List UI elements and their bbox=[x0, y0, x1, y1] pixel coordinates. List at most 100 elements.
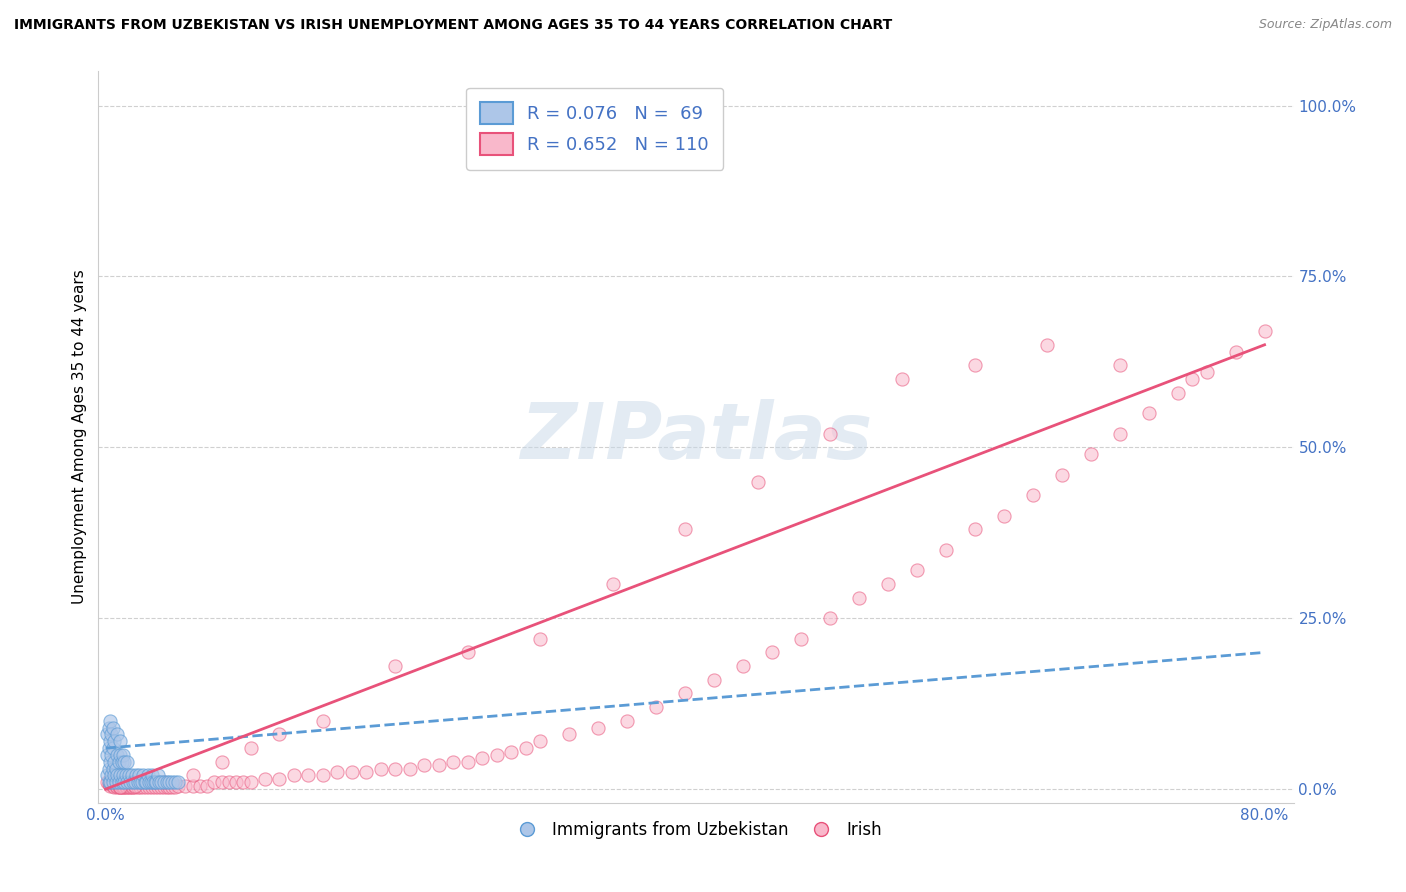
Point bbox=[129, 775, 152, 789]
Point bbox=[413, 758, 436, 772]
Point bbox=[1225, 344, 1247, 359]
Point bbox=[963, 359, 986, 373]
Point bbox=[326, 765, 349, 780]
Point bbox=[98, 779, 121, 793]
Point bbox=[110, 780, 132, 794]
Point bbox=[586, 721, 609, 735]
Point bbox=[148, 775, 170, 789]
Point bbox=[114, 780, 136, 794]
Point bbox=[128, 768, 150, 782]
Point bbox=[138, 780, 160, 794]
Point bbox=[105, 727, 128, 741]
Point bbox=[105, 747, 128, 762]
Point bbox=[1108, 426, 1130, 441]
Point bbox=[143, 775, 166, 789]
Point bbox=[239, 775, 262, 789]
Point bbox=[312, 714, 335, 728]
Point bbox=[141, 768, 163, 782]
Point bbox=[112, 747, 135, 762]
Point bbox=[340, 765, 363, 780]
Point bbox=[97, 721, 120, 735]
Point bbox=[165, 780, 187, 794]
Point bbox=[529, 734, 551, 748]
Point bbox=[98, 755, 121, 769]
Point bbox=[115, 780, 138, 794]
Point bbox=[165, 775, 187, 789]
Point bbox=[135, 780, 157, 794]
Point bbox=[1167, 385, 1189, 400]
Point bbox=[905, 563, 928, 577]
Point bbox=[155, 780, 177, 794]
Point bbox=[195, 779, 218, 793]
Point bbox=[96, 768, 118, 782]
Point bbox=[101, 741, 124, 756]
Point bbox=[731, 659, 754, 673]
Point bbox=[501, 745, 523, 759]
Point bbox=[120, 780, 142, 794]
Point bbox=[356, 765, 378, 780]
Point bbox=[312, 768, 335, 782]
Point bbox=[100, 727, 122, 741]
Point bbox=[127, 780, 149, 794]
Point bbox=[1022, 488, 1045, 502]
Point bbox=[112, 780, 135, 794]
Point bbox=[103, 734, 125, 748]
Point bbox=[211, 775, 233, 789]
Point bbox=[232, 775, 254, 789]
Text: ZIPatlas: ZIPatlas bbox=[520, 399, 872, 475]
Point bbox=[529, 632, 551, 646]
Point bbox=[485, 747, 508, 762]
Point bbox=[97, 775, 120, 789]
Point bbox=[107, 775, 129, 789]
Point bbox=[101, 779, 124, 793]
Point bbox=[132, 780, 155, 794]
Point bbox=[157, 775, 180, 789]
Point bbox=[129, 780, 152, 794]
Point bbox=[125, 768, 148, 782]
Point bbox=[818, 611, 841, 625]
Point bbox=[104, 779, 127, 793]
Legend: Immigrants from Uzbekistan, Irish: Immigrants from Uzbekistan, Irish bbox=[503, 814, 889, 846]
Point bbox=[104, 762, 127, 776]
Point bbox=[399, 762, 422, 776]
Point bbox=[98, 714, 121, 728]
Point bbox=[141, 780, 163, 794]
Y-axis label: Unemployment Among Ages 35 to 44 years: Unemployment Among Ages 35 to 44 years bbox=[72, 269, 87, 605]
Point bbox=[120, 775, 142, 789]
Point bbox=[155, 775, 177, 789]
Point bbox=[145, 775, 167, 789]
Point bbox=[253, 772, 276, 786]
Text: Source: ZipAtlas.com: Source: ZipAtlas.com bbox=[1258, 18, 1392, 31]
Point bbox=[848, 591, 870, 605]
Point bbox=[747, 475, 769, 489]
Point bbox=[1137, 406, 1160, 420]
Point bbox=[167, 779, 190, 793]
Point bbox=[122, 775, 145, 789]
Point bbox=[97, 741, 120, 756]
Point bbox=[103, 768, 125, 782]
Point bbox=[471, 751, 494, 765]
Point bbox=[108, 780, 131, 794]
Point bbox=[97, 777, 120, 791]
Point bbox=[108, 747, 131, 762]
Point bbox=[110, 775, 132, 789]
Point bbox=[146, 780, 169, 794]
Point bbox=[98, 734, 121, 748]
Point bbox=[703, 673, 725, 687]
Point bbox=[96, 747, 118, 762]
Point bbox=[121, 780, 143, 794]
Point bbox=[218, 775, 240, 789]
Point bbox=[139, 775, 162, 789]
Point bbox=[239, 741, 262, 756]
Point bbox=[103, 755, 125, 769]
Point bbox=[98, 775, 121, 789]
Point bbox=[673, 686, 696, 700]
Point bbox=[162, 780, 184, 794]
Point bbox=[188, 779, 211, 793]
Point bbox=[149, 780, 172, 794]
Point bbox=[107, 755, 129, 769]
Point bbox=[457, 755, 479, 769]
Point bbox=[818, 426, 841, 441]
Point bbox=[118, 780, 141, 794]
Point bbox=[283, 768, 305, 782]
